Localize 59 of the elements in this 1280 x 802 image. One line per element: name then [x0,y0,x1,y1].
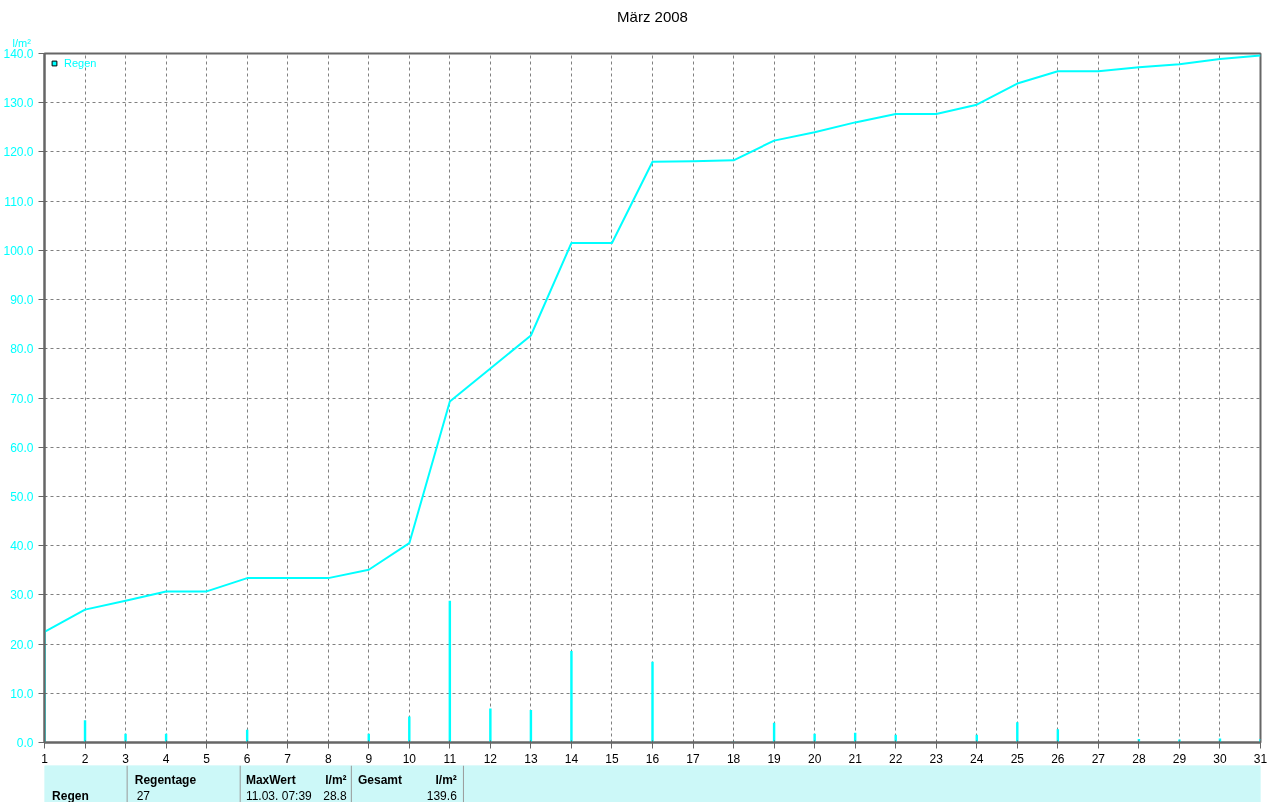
x-tick-label: 7 [284,751,292,766]
y-axis-title: l/m² [12,36,32,49]
x-tick-label: 15 [605,751,619,766]
y-tick-label: 80.0 [10,342,34,357]
y-tick-label: 120.0 [3,145,34,160]
x-tick-label: 10 [402,751,417,766]
x-tick-label: 26 [1051,751,1065,766]
text: Regentage [134,772,197,787]
x-tick-label: 2 [81,751,89,766]
y-tick-label: 70.0 [10,391,34,406]
x-tick-label: 5 [203,751,211,766]
y-tick-label: 50.0 [10,489,34,504]
x-tick-label: 3 [122,751,130,766]
x-tick-label: 14 [564,751,579,766]
y-tick-label: 90.0 [10,293,34,308]
y-tick-label: 10.0 [10,686,34,701]
x-tick-label: 1 [41,751,49,766]
x-tick-label: 30 [1213,751,1227,766]
legend-label: Regen [64,57,97,69]
text: l/m² [435,772,457,787]
y-tick-label: 20.0 [10,637,34,652]
x-tick-label: 16 [645,751,660,766]
text: 139.6 [426,789,458,802]
x-tick-label: 29 [1172,751,1187,766]
x-tick-label: 24 [970,751,984,766]
x-tick-label: 6 [243,751,251,766]
text: 27 [136,789,151,802]
x-tick-label: 31 [1253,751,1268,766]
chart-title: März 2008 [617,7,688,25]
text: MaxWert [245,772,296,787]
text: 28.8 [323,789,347,802]
x-tick-label: 23 [929,751,944,766]
text: 11.03. 07:39 [245,788,313,802]
y-tick-label: 60.0 [10,440,34,455]
x-tick-label: 4 [162,751,170,766]
y-tick-label: 140.0 [3,47,34,61]
x-tick-label: 13 [524,751,538,766]
text: l/m² [325,772,347,787]
y-tick-label: 130.0 [3,96,34,111]
x-tick-label: 11 [443,751,457,766]
text: Gesamt [358,772,403,787]
y-tick-label: 0.0 [16,736,34,750]
x-tick-label: 25 [1010,751,1025,766]
x-tick-label: 8 [324,751,332,766]
y-tick-label: 110.0 [4,194,34,209]
x-tick-label: 19 [767,751,782,766]
x-tick-label: 12 [483,751,498,766]
x-tick-label: 27 [1091,751,1106,766]
y-tick-label: 100.0 [3,243,34,258]
y-tick-label: 30.0 [10,588,34,603]
x-tick-label: 18 [726,751,741,766]
x-tick-label: 20 [807,751,822,766]
text: Regen [52,788,89,802]
x-tick-label: 17 [686,751,701,766]
x-tick-label: 22 [889,751,903,766]
x-tick-label: 21 [848,751,863,766]
x-tick-label: 9 [365,751,373,766]
y-tick-label: 40.0 [10,539,34,554]
x-tick-label: 28 [1132,751,1146,766]
